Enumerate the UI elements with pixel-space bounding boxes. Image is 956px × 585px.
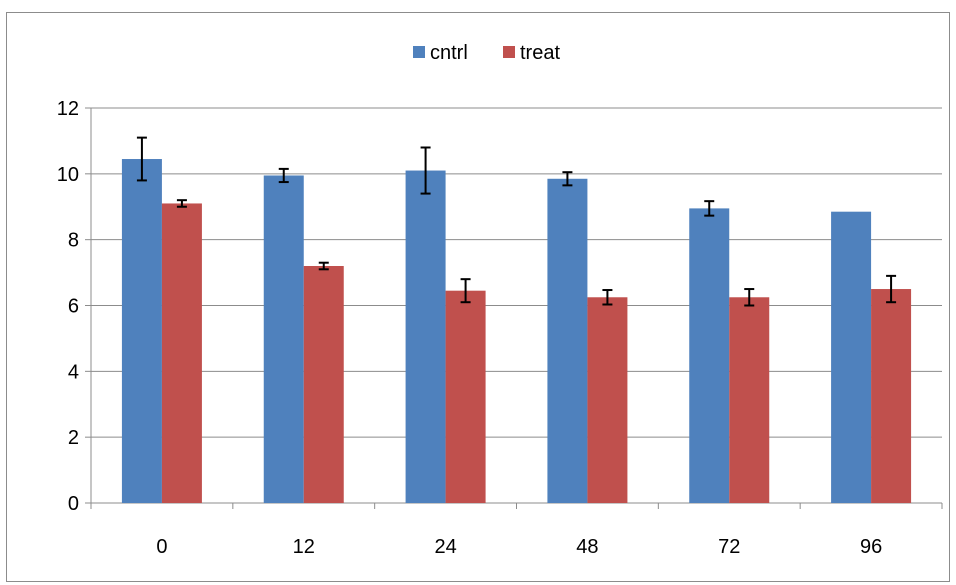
y-tick-label-1: 2 (68, 427, 79, 449)
legend-label-cntrl: cntrl (430, 42, 468, 64)
x-tick-label-4: 72 (718, 536, 740, 558)
bar-treat-72 (729, 297, 770, 503)
bar-treat-12 (303, 266, 344, 503)
bar-cntrl-24 (405, 170, 446, 503)
bar-treat-48 (587, 297, 628, 503)
y-tick-label-3: 6 (68, 296, 79, 318)
x-tick-label-3: 48 (576, 536, 598, 558)
bar-treat-96 (871, 289, 912, 503)
legend-swatch-cntrl (413, 46, 425, 58)
bar-cntrl-96 (831, 211, 872, 503)
y-tick-label-5: 10 (57, 164, 79, 186)
x-tick-label-0: 0 (156, 536, 167, 558)
bar-treat-24 (445, 290, 486, 503)
bar-cntrl-0 (121, 159, 162, 504)
y-tick-label-2: 4 (68, 361, 79, 383)
y-tick-label-0: 0 (68, 493, 79, 515)
bar-cntrl-48 (547, 178, 588, 504)
y-tick-label-4: 8 (68, 230, 79, 252)
x-tick-label-5: 96 (860, 536, 882, 558)
y-tick-label-6: 12 (57, 98, 79, 120)
x-tick-label-2: 24 (434, 536, 456, 558)
x-tick-label-1: 12 (293, 536, 315, 558)
bar-cntrl-12 (263, 175, 304, 503)
legend-swatch-treat (503, 46, 515, 58)
bar-treat-0 (161, 203, 202, 504)
legend-label-treat: treat (520, 42, 560, 64)
bar-cntrl-72 (689, 208, 730, 504)
